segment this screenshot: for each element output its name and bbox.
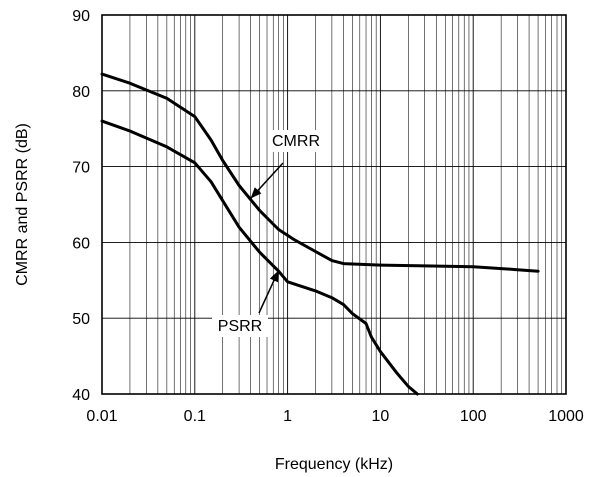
x-tick-label: 100: [460, 408, 487, 425]
y-tick-label: 80: [72, 84, 90, 101]
y-tick-label: 60: [72, 235, 90, 252]
x-tick-label: 10: [372, 408, 390, 425]
series-lines: [100, 72, 540, 396]
x-tick-label: 0.1: [184, 408, 206, 425]
annotations: CMRR PSRR: [212, 130, 324, 337]
annotation-label-cmrr: CMRR: [272, 133, 320, 150]
y-tick-label: 50: [72, 311, 90, 328]
y-tick-label: 90: [72, 8, 90, 25]
annotation-arrow-head: [269, 270, 279, 283]
annotation-bg: [212, 315, 268, 337]
y-tick-label: 40: [72, 387, 90, 404]
y-tick-label: 70: [72, 160, 90, 177]
x-tick-label: 1000: [548, 408, 584, 425]
series-line-cmrr: [100, 72, 540, 273]
annotation-bg: [268, 130, 324, 152]
annotation-label-psrr: PSRR: [218, 318, 262, 335]
grid: [102, 15, 566, 394]
x-axis-title: Frequency (kHz): [275, 456, 393, 473]
series-line-psrr: [100, 119, 419, 396]
plot-frame: [101, 14, 567, 395]
y-axis-title: CMRR and PSRR (dB): [14, 123, 31, 286]
annotation-arrow-head: [250, 187, 262, 199]
x-tick-label: 0.01: [86, 408, 117, 425]
tick-labels: 0.01 0.1 1 10 100 1000 40 50 60 70 80 90: [72, 8, 584, 425]
x-tick-label: 1: [283, 408, 292, 425]
